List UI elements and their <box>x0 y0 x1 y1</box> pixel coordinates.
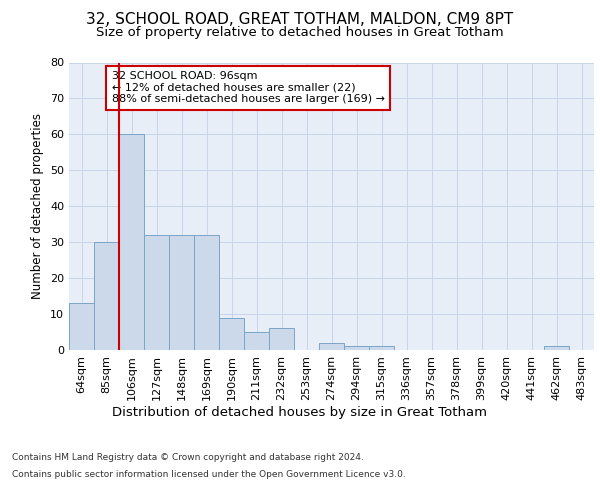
Y-axis label: Number of detached properties: Number of detached properties <box>31 114 44 299</box>
Text: 32, SCHOOL ROAD, GREAT TOTHAM, MALDON, CM9 8PT: 32, SCHOOL ROAD, GREAT TOTHAM, MALDON, C… <box>86 12 514 28</box>
Bar <box>194 235 219 350</box>
Bar <box>319 343 344 350</box>
Text: Distribution of detached houses by size in Great Totham: Distribution of detached houses by size … <box>113 406 487 419</box>
Bar <box>169 235 194 350</box>
Bar <box>144 235 169 350</box>
Bar <box>369 346 394 350</box>
Text: Size of property relative to detached houses in Great Totham: Size of property relative to detached ho… <box>96 26 504 39</box>
Bar <box>269 328 294 350</box>
Bar <box>544 346 569 350</box>
Bar <box>94 242 119 350</box>
Bar <box>119 134 144 350</box>
Bar <box>69 304 94 350</box>
Bar <box>219 318 244 350</box>
Text: Contains HM Land Registry data © Crown copyright and database right 2024.: Contains HM Land Registry data © Crown c… <box>12 452 364 462</box>
Text: Contains public sector information licensed under the Open Government Licence v3: Contains public sector information licen… <box>12 470 406 479</box>
Bar <box>344 346 369 350</box>
Text: 32 SCHOOL ROAD: 96sqm
← 12% of detached houses are smaller (22)
88% of semi-deta: 32 SCHOOL ROAD: 96sqm ← 12% of detached … <box>112 71 385 104</box>
Bar <box>244 332 269 350</box>
